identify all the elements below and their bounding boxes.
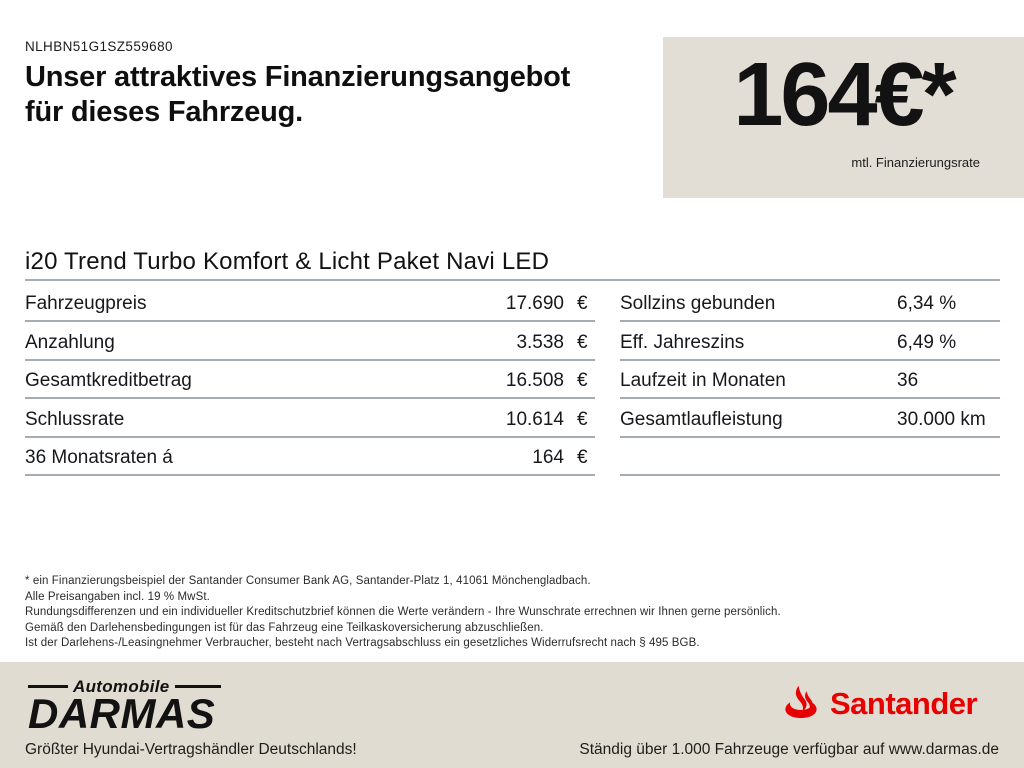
table-row: Laufzeit in Monaten 36	[620, 361, 1000, 400]
santander-flame-icon	[785, 685, 817, 718]
footer: Automobile DARMAS Santander Größter Hyun…	[0, 662, 1024, 768]
santander-logo-text: Santander	[830, 686, 978, 721]
row-label: Eff. Jahreszins	[620, 331, 745, 353]
disclaimer: * ein Finanzierungsbeispiel der Santande…	[25, 574, 781, 652]
row-unit: €	[577, 293, 588, 315]
row-value: 6,49 %	[897, 331, 957, 353]
logo-rule-left	[28, 685, 68, 688]
vin-number: NLHBN51G1SZ559680	[25, 39, 173, 54]
availability-tagline: Ständig über 1.000 Fahrzeuge verfügbar a…	[579, 741, 999, 758]
row-label: Gesamtlaufleistung	[620, 408, 783, 430]
table-row: Sollzins gebunden 6,34 %	[620, 284, 1000, 323]
row-unit: €	[577, 331, 588, 353]
disclaimer-line: Rundungsdifferenzen und ein individuelle…	[25, 606, 781, 619]
headline-line2: für dieses Fahrzeug.	[25, 96, 304, 128]
row-unit: €	[577, 370, 588, 392]
disclaimer-line: Alle Preisangaben incl. 19 % MwSt.	[25, 590, 210, 603]
table-row: Gesamtkreditbetrag 16.508 €	[25, 361, 595, 400]
disclaimer-line: Gemäß den Darlehensbedingungen ist für d…	[25, 621, 544, 634]
row-unit: €	[577, 446, 588, 468]
finance-table-right: Sollzins gebunden 6,34 % Eff. Jahreszins…	[620, 284, 1000, 476]
monthly-rate-panel: 164€* mtl. Finanzierungsrate	[663, 37, 1024, 198]
table-row: 36 Monatsraten á 164 €	[25, 438, 595, 476]
table-row: Anzahlung 3.538 €	[25, 322, 595, 361]
disclaimer-line: Ist der Darlehens-/Leasingnehmer Verbrau…	[25, 637, 700, 650]
row-value: 30.000 km	[897, 408, 986, 430]
dealer-tagline: Größter Hyundai-Vertragshändler Deutschl…	[25, 741, 357, 758]
table-row: Gesamtlaufleistung 30.000 km	[620, 399, 1000, 438]
row-value: 17.690	[505, 293, 564, 315]
row-value: 6,34 %	[897, 293, 957, 315]
row-value: 164	[532, 446, 564, 468]
title-divider	[25, 279, 1000, 281]
table-row: Fahrzeugpreis 17.690 €	[25, 284, 595, 323]
row-label: Laufzeit in Monaten	[620, 370, 786, 392]
row-label: Gesamtkreditbetrag	[25, 370, 192, 392]
row-unit: €	[577, 408, 588, 430]
monthly-rate-caption: mtl. Finanzierungsrate	[851, 155, 980, 170]
table-row-empty	[620, 438, 1000, 476]
santander-logo: Santander	[781, 684, 978, 724]
row-label: Anzahlung	[25, 331, 115, 353]
table-row: Eff. Jahreszins 6,49 %	[620, 322, 1000, 361]
darmas-logo-top: Automobile	[28, 677, 221, 697]
row-value: 36	[897, 370, 919, 392]
disclaimer-line: * ein Finanzierungsbeispiel der Santande…	[25, 575, 591, 587]
headline-line1: Unser attraktives Finanzierungsangebot	[25, 61, 571, 93]
page-title: Unser attraktives Finanzierungsangebot f…	[25, 60, 570, 130]
row-label: 36 Monatsraten á	[25, 446, 173, 468]
monthly-rate-value: 164€*	[733, 45, 956, 145]
finance-table-left: Fahrzeugpreis 17.690 € Anzahlung 3.538 €…	[25, 284, 595, 476]
darmas-logo-name: DARMAS	[28, 690, 216, 737]
row-value: 10.614	[505, 408, 564, 430]
row-value: 3.538	[516, 331, 564, 353]
darmas-logo-subtitle: Automobile	[73, 677, 170, 696]
logo-rule-right	[174, 685, 221, 688]
vehicle-title: i20 Trend Turbo Komfort & Licht Paket Na…	[25, 248, 550, 275]
table-row: Schlussrate 10.614 €	[25, 399, 595, 438]
row-value: 16.508	[505, 370, 564, 392]
darmas-logo: Automobile DARMAS	[28, 677, 221, 737]
row-label: Sollzins gebunden	[620, 293, 776, 315]
row-label: Schlussrate	[25, 408, 125, 430]
row-label: Fahrzeugpreis	[25, 293, 147, 315]
